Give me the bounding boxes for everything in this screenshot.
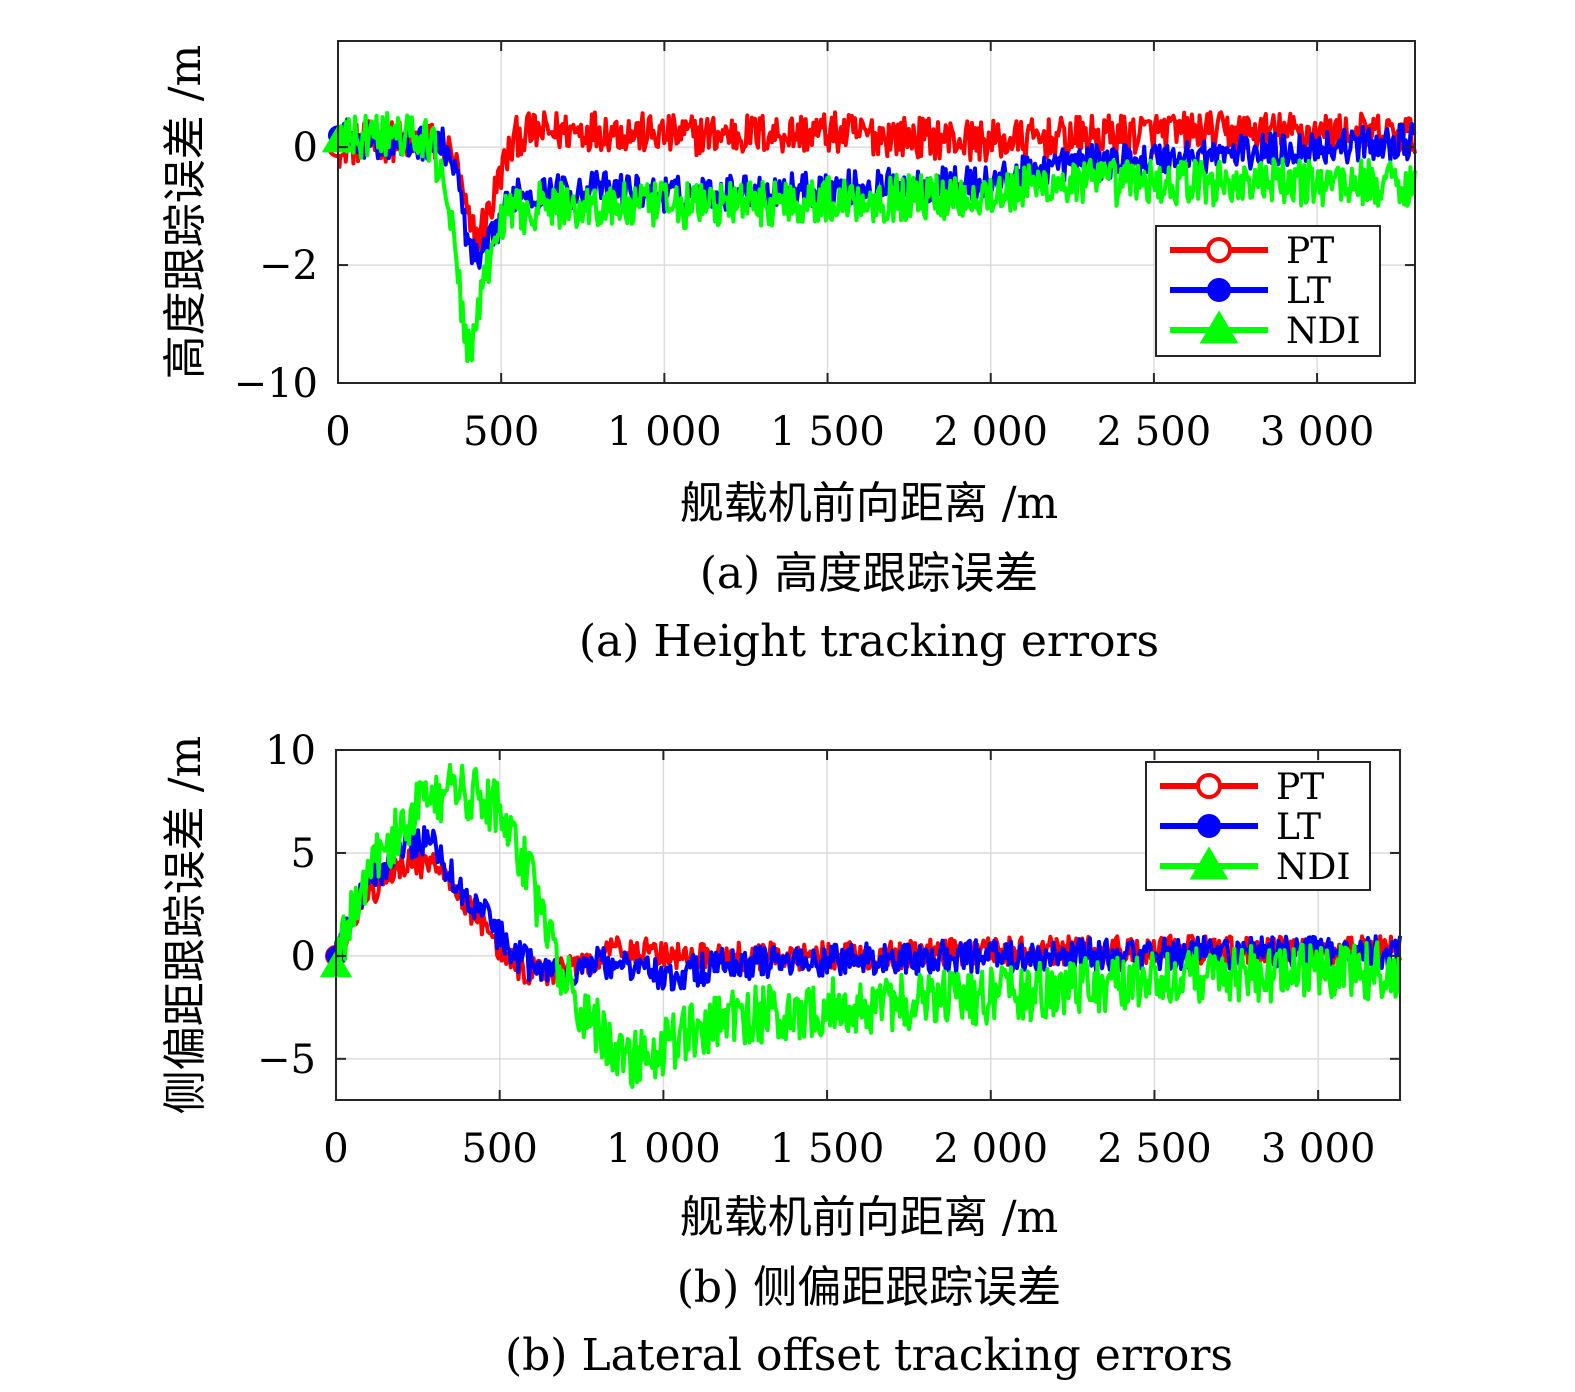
series-line-ndi xyxy=(336,111,1417,363)
x-axis-label-a: 舰载机前向距离 /m xyxy=(680,478,1059,529)
legend-label-lt: LT xyxy=(1286,271,1331,312)
marker-lt xyxy=(1207,278,1231,302)
x-tick-label: 500 xyxy=(463,409,539,455)
x-tick-label: 500 xyxy=(462,1126,538,1172)
x-tick-label: 1 500 xyxy=(770,1126,885,1172)
caption-cn-b: (b) 侧偏距跟踪误差 xyxy=(677,1262,1061,1313)
marker-pt xyxy=(1206,237,1232,263)
legend-label-ndi: NDI xyxy=(1276,847,1351,888)
x-tick-label: 1 500 xyxy=(770,409,885,455)
x-tick-label: 3 000 xyxy=(1260,409,1375,455)
x-tick-label: 2 000 xyxy=(933,409,1048,455)
y-tick-label: 5 xyxy=(291,831,316,877)
caption-cn-a: (a) 高度跟踪误差 xyxy=(700,548,1039,599)
ticks-a: 0 500 1 000 1 500 2 000 2 500 3 000 −10 −2 0 xyxy=(234,41,1415,455)
y-tick-label: −5 xyxy=(257,1037,316,1083)
y-axis-label-b: 侧偏距跟踪误差 /m xyxy=(160,736,211,1115)
marker-lt xyxy=(1197,814,1221,838)
x-tick-label: 1 000 xyxy=(607,409,722,455)
y-tick-label: −2 xyxy=(259,243,318,289)
series-line-ndi xyxy=(334,762,1401,1089)
caption-en-b: (b) Lateral offset tracking errors xyxy=(505,1330,1233,1381)
series-line-pt xyxy=(337,110,1417,251)
marker-ndi xyxy=(1199,310,1239,344)
x-tick-label: 2 500 xyxy=(1097,409,1212,455)
legend-label-pt: PT xyxy=(1286,231,1334,272)
x-tick-label: 0 xyxy=(325,409,350,455)
legend-label-pt: PT xyxy=(1276,767,1324,808)
x-tick-label: 2 000 xyxy=(934,1126,1049,1172)
y-tick-label: −10 xyxy=(234,361,318,407)
axes-box-a xyxy=(337,40,1416,384)
x-tick-label: 3 000 xyxy=(1261,1126,1376,1172)
y-tick-label: 0 xyxy=(291,934,316,980)
caption-en-a: (a) Height tracking errors xyxy=(579,616,1159,667)
axes-box-b xyxy=(335,749,1401,1101)
series-a xyxy=(321,110,1417,363)
y-tick-label: 0 xyxy=(293,125,318,171)
series-b xyxy=(319,762,1402,1089)
marker-pt xyxy=(1196,773,1222,799)
series-line-lt xyxy=(334,825,1402,992)
y-tick-label: 10 xyxy=(265,728,316,774)
legend-label-lt: LT xyxy=(1276,807,1321,848)
x-tick-label: 2 500 xyxy=(1097,1126,1212,1172)
x-axis-label-b: 舰载机前向距离 /m xyxy=(680,1192,1059,1243)
x-tick-label: 1 000 xyxy=(606,1126,721,1172)
x-tick-label: 0 xyxy=(323,1126,348,1172)
panel-a: 0 500 1 000 1 500 2 000 2 500 3 000 −10 −2 0 舰载机前… xyxy=(160,40,1417,667)
legend-label-ndi: NDI xyxy=(1286,311,1361,352)
y-axis-label-a: 高度跟踪误差 /m xyxy=(160,45,211,380)
marker-ndi xyxy=(1189,846,1229,880)
